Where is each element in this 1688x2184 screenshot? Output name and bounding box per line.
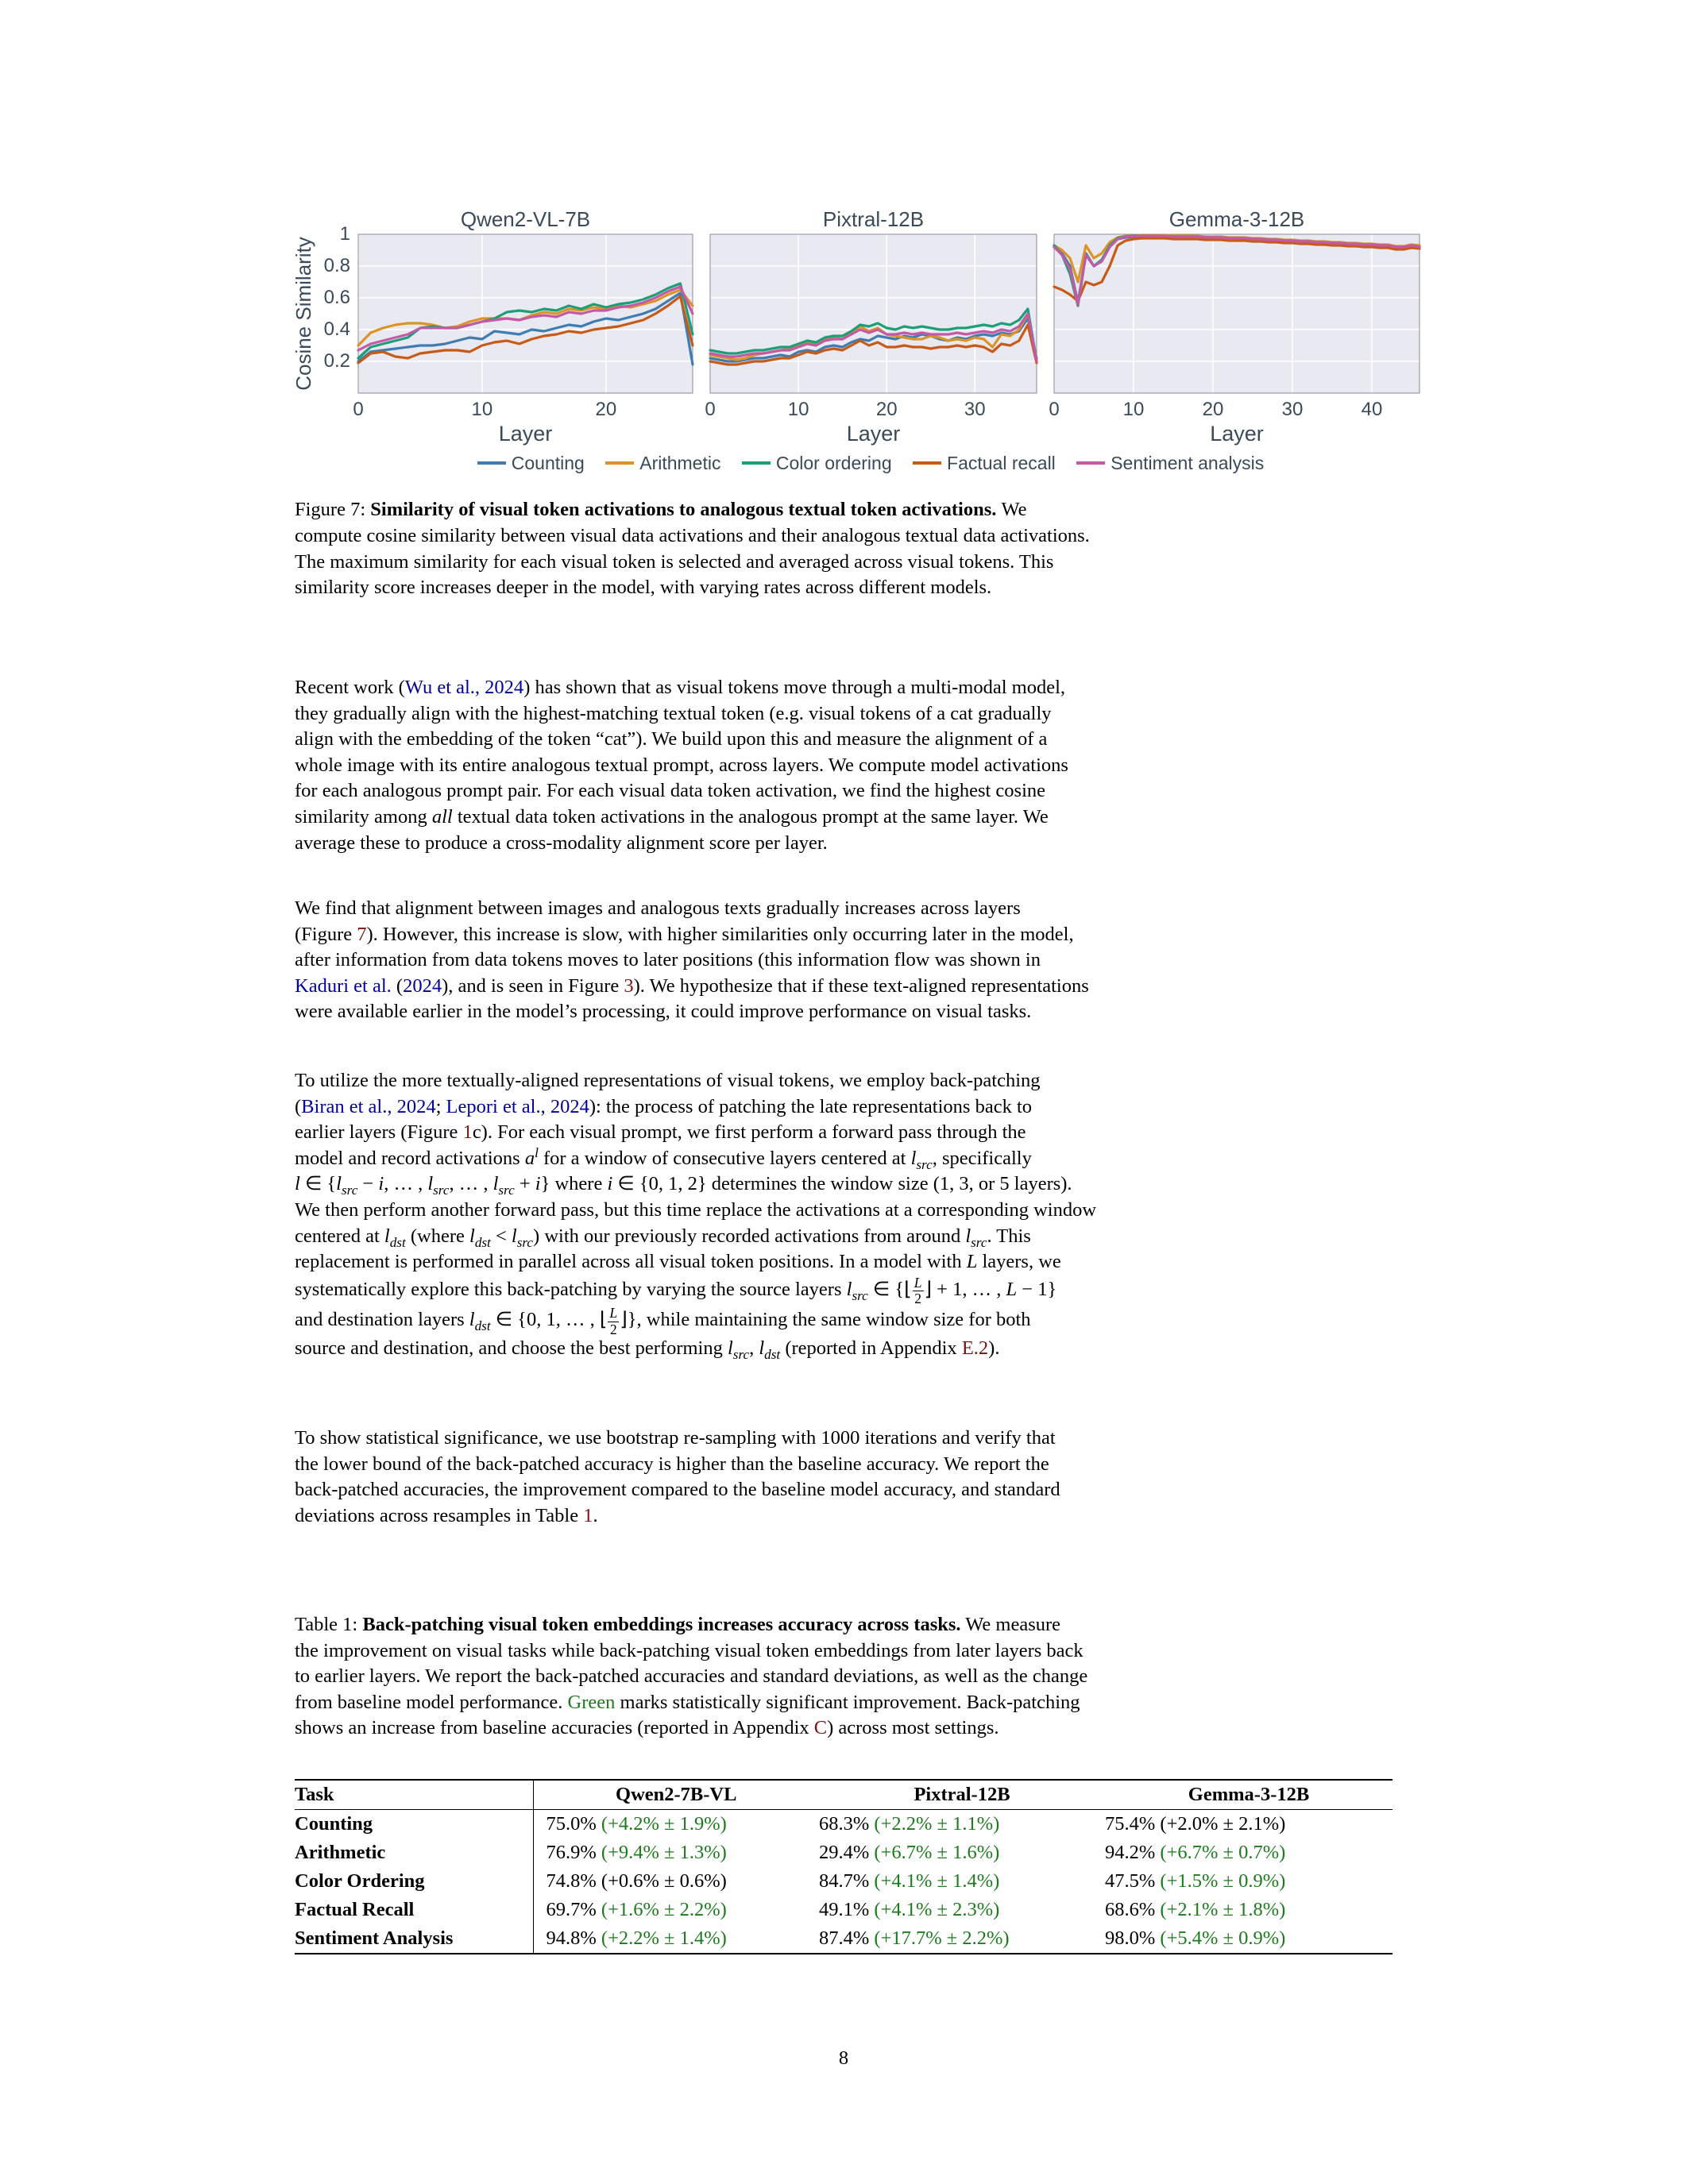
svg-text:30: 30	[964, 399, 986, 420]
svg-text:0: 0	[353, 399, 363, 420]
svg-text:0.8: 0.8	[324, 255, 350, 276]
svg-text:20: 20	[876, 399, 898, 420]
svg-text:10: 10	[472, 399, 493, 420]
svg-text:Gemma-3-12B: Gemma-3-12B	[1169, 210, 1305, 231]
svg-text:1: 1	[340, 223, 350, 245]
svg-text:0.2: 0.2	[324, 350, 350, 372]
svg-text:0.6: 0.6	[324, 287, 350, 308]
svg-text:0.4: 0.4	[324, 318, 350, 340]
svg-text:10: 10	[1123, 399, 1145, 420]
svg-text:Layer: Layer	[1210, 422, 1264, 446]
svg-text:Cosine Similarity: Cosine Similarity	[295, 237, 315, 391]
svg-text:Pixtral-12B: Pixtral-12B	[823, 210, 924, 231]
svg-text:Qwen2-VL-7B: Qwen2-VL-7B	[461, 210, 590, 231]
svg-text:40: 40	[1362, 399, 1383, 420]
svg-text:30: 30	[1282, 399, 1304, 420]
svg-text:0: 0	[705, 399, 715, 420]
svg-text:Layer: Layer	[847, 422, 901, 446]
svg-text:20: 20	[596, 399, 617, 420]
svg-text:20: 20	[1203, 399, 1224, 420]
svg-text:0: 0	[1049, 399, 1059, 420]
svg-text:10: 10	[788, 399, 809, 420]
svg-text:Layer: Layer	[499, 422, 553, 446]
